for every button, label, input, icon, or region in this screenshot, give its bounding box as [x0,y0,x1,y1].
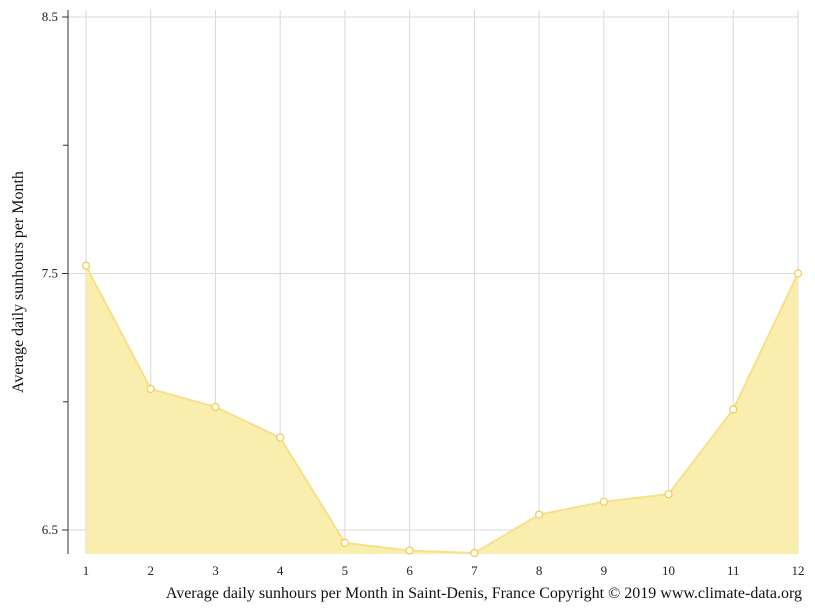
x-tick-label-3: 3 [212,563,219,578]
y-tick-label-7.5: 7.5 [42,266,58,281]
data-point-month-6 [405,546,414,555]
y-axis-ticks: 6.5 7.5 8.5 [42,9,68,537]
data-point-month-10 [664,489,673,499]
chart-caption: Average daily sunhours per Month in Sain… [166,585,802,602]
data-point-month-5 [340,538,350,547]
data-points [81,261,803,558]
x-tick-label-1: 1 [83,563,90,578]
x-tick-label-6: 6 [406,563,413,578]
x-tick-label-9: 9 [601,563,608,578]
data-point-month-12 [793,269,803,278]
x-tick-label-5: 5 [342,563,349,578]
x-axis-ticks: 1 2 3 4 5 6 7 8 9 10 11 12 [83,563,805,578]
x-tick-label-2: 2 [147,563,154,578]
x-tick-label-10: 10 [662,563,675,578]
y-tick-label-6.5: 6.5 [42,522,58,537]
x-tick-label-8: 8 [536,563,543,578]
x-tick-label-12: 12 [792,563,805,578]
data-point-month-7 [470,548,479,558]
x-tick-label-4: 4 [277,563,284,578]
x-tick-label-11: 11 [727,563,740,578]
sunhours-area [86,265,798,554]
data-point-month-8 [534,510,544,519]
data-point-month-2 [146,384,155,394]
x-tick-label-7: 7 [471,563,478,578]
data-point-month-11 [729,405,738,414]
y-axis-title: Average daily sunhours per Month [10,171,27,393]
data-point-month-1 [81,261,91,270]
data-point-month-4 [276,433,285,442]
y-tick-label-8.5: 8.5 [42,9,58,24]
sunhours-line [85,265,799,555]
data-point-month-3 [211,402,220,412]
data-point-month-9 [599,497,608,506]
